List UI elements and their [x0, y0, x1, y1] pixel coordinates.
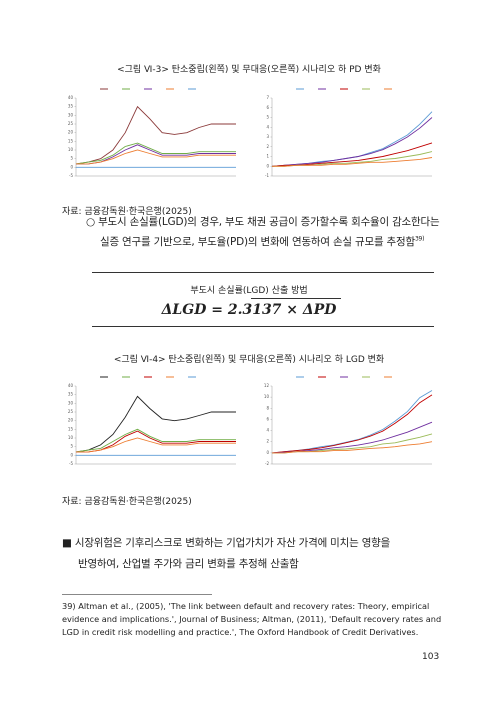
- y-tick-label: 0: [70, 452, 73, 457]
- chart: -5 0 5 10 15 20 25 30 35 40: [68, 88, 236, 178]
- y-tick-label: 40: [68, 95, 74, 100]
- chart: -1 0 1 2 3 4 5 6 7: [265, 88, 433, 178]
- y-tick-label: 15: [68, 138, 74, 143]
- series-line: [75, 395, 236, 453]
- y-tick-label: 6: [266, 105, 269, 110]
- y-tick-label: 10: [264, 394, 270, 399]
- y-tick-label: 0: [266, 163, 269, 168]
- y-tick-label: 4: [266, 428, 269, 433]
- y-tick-label: 25: [68, 121, 74, 126]
- y-tick-label: 12: [264, 383, 270, 388]
- y-tick-label: 5: [70, 156, 73, 161]
- y-tick-label: 2: [266, 439, 269, 444]
- y-tick-label: 3: [266, 134, 269, 139]
- bullet: 반영하여, 산업별 주가와 금리 변화를 추정해 산출함: [78, 558, 299, 570]
- y-tick-label: 40: [68, 383, 74, 388]
- paragraph: 실증 연구를 기반으로, 부도율(PD)의 변화에 연동하여 손실 규모를 추정…: [100, 234, 425, 249]
- source: 자료: 금융감독원·한국은행(2025): [62, 497, 192, 507]
- underline: [251, 298, 341, 299]
- y-tick-label: 7: [266, 95, 269, 100]
- figure-caption: <그림 Ⅵ-3> 탄소중립(왼쪽) 및 무대응(오른쪽) 시나리오 하 PD 변…: [117, 65, 381, 75]
- y-tick-label: -5: [69, 461, 73, 466]
- series-line: [271, 390, 433, 454]
- y-tick-label: 4: [266, 124, 269, 129]
- y-tick-label: 8: [266, 405, 269, 410]
- chart: -5 0 5 10 15 20 25 30 35 40: [68, 376, 236, 466]
- y-tick-label: 30: [68, 112, 74, 117]
- y-tick-label: 20: [68, 418, 74, 423]
- y-tick-label: 10: [68, 435, 74, 440]
- y-tick-label: -1: [265, 173, 269, 178]
- y-tick-label: 25: [68, 409, 74, 414]
- series-line: [76, 149, 236, 165]
- y-tick-label: 10: [68, 147, 74, 152]
- series-line: [76, 144, 236, 165]
- series-line: [75, 428, 236, 453]
- y-tick-label: 30: [68, 400, 74, 405]
- series-line: [272, 441, 433, 454]
- box-title: 부도시 손실률(LGD) 산출 방법: [190, 286, 308, 296]
- footnote-rule: [62, 594, 212, 595]
- series-line: [76, 437, 236, 453]
- series-line: [271, 117, 433, 167]
- box-rule: [92, 272, 434, 273]
- box-rule: [92, 326, 434, 327]
- y-tick-label: 1: [266, 154, 269, 159]
- y-tick-label: 20: [68, 130, 74, 135]
- y-tick-label: 0: [266, 450, 269, 455]
- y-tick-label: 35: [68, 104, 74, 109]
- footnote: 39) Altman et al., (2005), 'The link bet…: [62, 601, 442, 637]
- formula: ΔLGD = 2.3137 × ΔPD: [161, 302, 337, 318]
- y-tick-label: 0: [70, 164, 73, 169]
- figure-caption: <그림 Ⅵ-4> 탄소중립(왼쪽) 및 무대응(오른쪽) 시나리오 하 LGD …: [113, 355, 385, 365]
- y-tick-label: 5: [266, 115, 269, 120]
- source: 자료: 금융감독원·한국은행(2025): [62, 207, 192, 217]
- y-tick-label: 5: [70, 444, 73, 449]
- series-line: [75, 105, 236, 165]
- text: 실증 연구를 기반으로, 부도율(PD)의 변화에 연동하여 손실 규모를 추정…: [100, 236, 415, 248]
- series-line: [271, 111, 433, 167]
- page-number: 103: [422, 652, 440, 662]
- series-line: [272, 157, 433, 167]
- chart: -2 0 2 4 6 8 10 12: [264, 376, 433, 466]
- bullet: ■ 시장위험은 기후리스크로 변화하는 기업가치가 자산 가격에 미치는 영향을: [62, 537, 391, 549]
- y-tick-label: -5: [69, 173, 73, 178]
- y-tick-label: 2: [266, 144, 269, 149]
- y-tick-label: 35: [68, 392, 74, 397]
- paragraph: ○ 부도시 손실률(LGD)의 경우, 부도 채권 공급이 증가할수록 회수율이…: [86, 216, 440, 228]
- y-tick-label: 6: [266, 416, 269, 421]
- footnote-ref: 39): [414, 235, 425, 243]
- series-line: [271, 394, 433, 454]
- y-tick-label: -2: [265, 461, 269, 466]
- series-line: [75, 142, 236, 165]
- y-tick-label: 15: [68, 426, 74, 431]
